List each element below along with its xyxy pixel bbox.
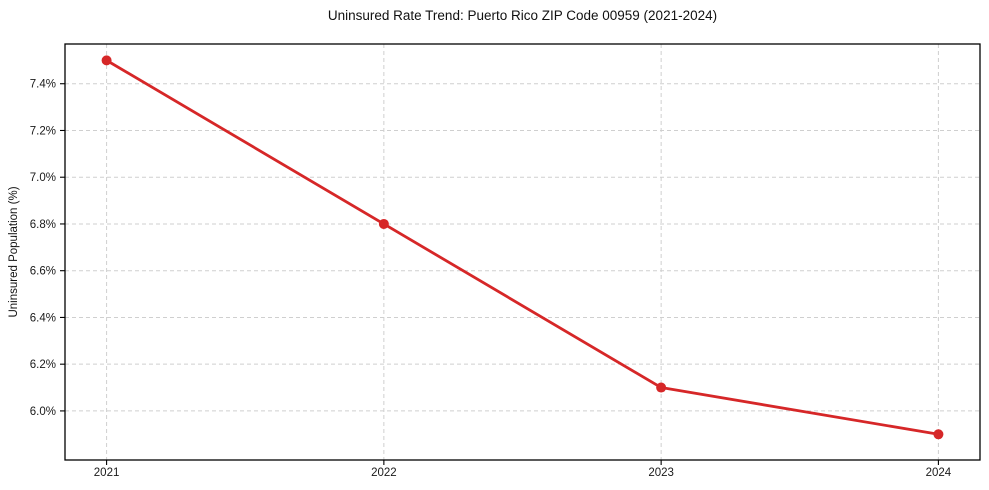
x-tick-label: 2024 [926, 467, 952, 479]
plot-border [64, 43, 981, 461]
y-tick-label: 7.0% [30, 172, 56, 184]
y-tick-label: 7.4% [30, 79, 56, 91]
x-tick-label: 2021 [94, 467, 120, 479]
y-tick-label: 6.6% [30, 266, 56, 278]
data-point-marker [378, 218, 389, 229]
y-tick-label: 6.2% [30, 359, 56, 371]
chart-title: Uninsured Rate Trend: Puerto Rico ZIP Co… [327, 8, 718, 23]
data-point-marker [933, 429, 944, 440]
y-tick-label: 7.2% [30, 125, 56, 137]
y-tick-label: 6.4% [30, 312, 56, 324]
x-tick-label: 2023 [648, 467, 674, 479]
trend-line [105, 58, 940, 436]
data-point-marker [101, 55, 112, 66]
x-tick-label: 2022 [371, 467, 397, 479]
data-point-marker [656, 382, 667, 393]
y-tick-label: 6.0% [30, 406, 56, 418]
y-tick-label: 6.8% [30, 219, 56, 231]
